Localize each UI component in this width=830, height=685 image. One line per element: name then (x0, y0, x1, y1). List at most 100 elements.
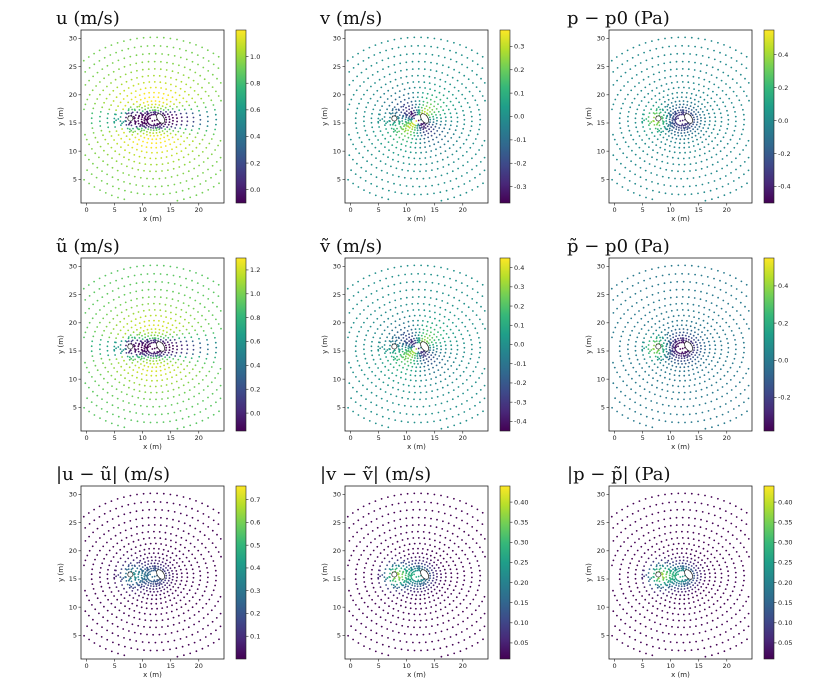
scatter-point (743, 161, 746, 163)
scatter-point (180, 579, 183, 582)
scatter-point (356, 335, 359, 338)
scatter-point (162, 101, 165, 104)
scatter-point (402, 337, 405, 339)
scatter-point (120, 146, 122, 149)
scatter-point (402, 390, 405, 392)
scatter-point (107, 370, 109, 373)
y-axis-label: y (m) (57, 107, 65, 126)
scatter-point (391, 109, 394, 112)
scatter-point (179, 87, 182, 90)
scatter-point (425, 379, 428, 381)
scatter-point (150, 163, 152, 166)
scatter-point (183, 596, 186, 599)
scatter-point (383, 92, 386, 95)
scatter-point (448, 128, 451, 131)
scatter-point (169, 132, 172, 135)
scatter-point (662, 90, 665, 92)
scatter-point (671, 119, 674, 121)
scatter-point (130, 306, 133, 309)
scatter-point (159, 81, 162, 84)
scatter-point (388, 301, 391, 304)
scatter-point (449, 124, 452, 127)
scatter-point (424, 355, 427, 357)
scatter-point (664, 371, 667, 374)
scatter-point (140, 378, 143, 381)
scatter-point (140, 346, 143, 349)
scatter-point (132, 559, 135, 562)
scatter-point (124, 560, 127, 563)
scatter-point (406, 330, 409, 332)
scatter-point (136, 371, 139, 374)
scatter-point (355, 376, 357, 378)
scatter-point (347, 108, 349, 111)
scatter-point (147, 288, 150, 291)
scatter-point (411, 303, 414, 305)
scatter-point (133, 382, 136, 384)
scatter-point (620, 335, 623, 338)
scatter-point (446, 384, 449, 387)
scatter-point (627, 348, 629, 351)
scatter-point (742, 108, 744, 111)
scatter-point (150, 556, 153, 558)
scatter-point (375, 157, 377, 160)
scatter-point (175, 123, 178, 126)
scatter-point (650, 400, 653, 402)
scatter-point (429, 384, 432, 386)
scatter-point (654, 393, 656, 396)
scatter-point (164, 75, 167, 78)
scatter-point (176, 427, 179, 430)
scatter-point (150, 352, 153, 355)
scatter-point (738, 404, 740, 407)
scatter-point (423, 45, 426, 47)
scatter-point (129, 182, 131, 185)
scatter-point (151, 559, 153, 562)
scatter-point (371, 302, 374, 304)
scatter-point (206, 353, 209, 355)
scatter-point (350, 397, 352, 400)
scatter-point (83, 406, 85, 409)
scatter-point (419, 357, 422, 359)
scatter-point (147, 118, 150, 120)
scatter-point (395, 339, 398, 342)
x-tick-label: 0 (349, 434, 353, 442)
scatter-point (119, 120, 122, 122)
scatter-point (714, 348, 717, 351)
scatter-point (360, 369, 363, 372)
scatter-point (113, 348, 116, 351)
scatter-point (478, 336, 480, 339)
scatter-point (704, 348, 706, 351)
scatter-point (729, 419, 732, 422)
scatter-point (140, 583, 143, 586)
y-tick-label: 5 (601, 404, 605, 412)
scatter-point (687, 273, 690, 275)
scatter-point (165, 554, 168, 557)
scatter-point (441, 138, 443, 141)
scatter-point (214, 341, 217, 344)
scatter-point (392, 379, 395, 382)
scatter-point (463, 342, 465, 345)
scatter-point (115, 324, 118, 327)
scatter-point (433, 105, 435, 108)
scatter-point (137, 311, 140, 313)
scatter-point (419, 86, 421, 89)
scatter-point (402, 162, 405, 165)
scatter-point (436, 388, 439, 391)
scatter-point (193, 395, 196, 398)
scatter-point (395, 111, 398, 114)
scatter-point (412, 185, 414, 188)
scatter-point (93, 63, 96, 66)
scatter-point (182, 97, 185, 100)
scatter-point (707, 143, 710, 146)
scatter-point (94, 364, 97, 367)
scatter-point (153, 302, 155, 305)
scatter-point (414, 328, 417, 330)
scatter-point (635, 340, 637, 343)
scatter-point (160, 385, 163, 387)
scatter-point (158, 303, 161, 305)
scatter-point (112, 70, 115, 73)
scatter-point (208, 142, 211, 145)
scatter-point (149, 314, 152, 317)
scatter-point (416, 341, 419, 344)
scatter-point (659, 362, 662, 364)
scatter-point (175, 602, 178, 604)
